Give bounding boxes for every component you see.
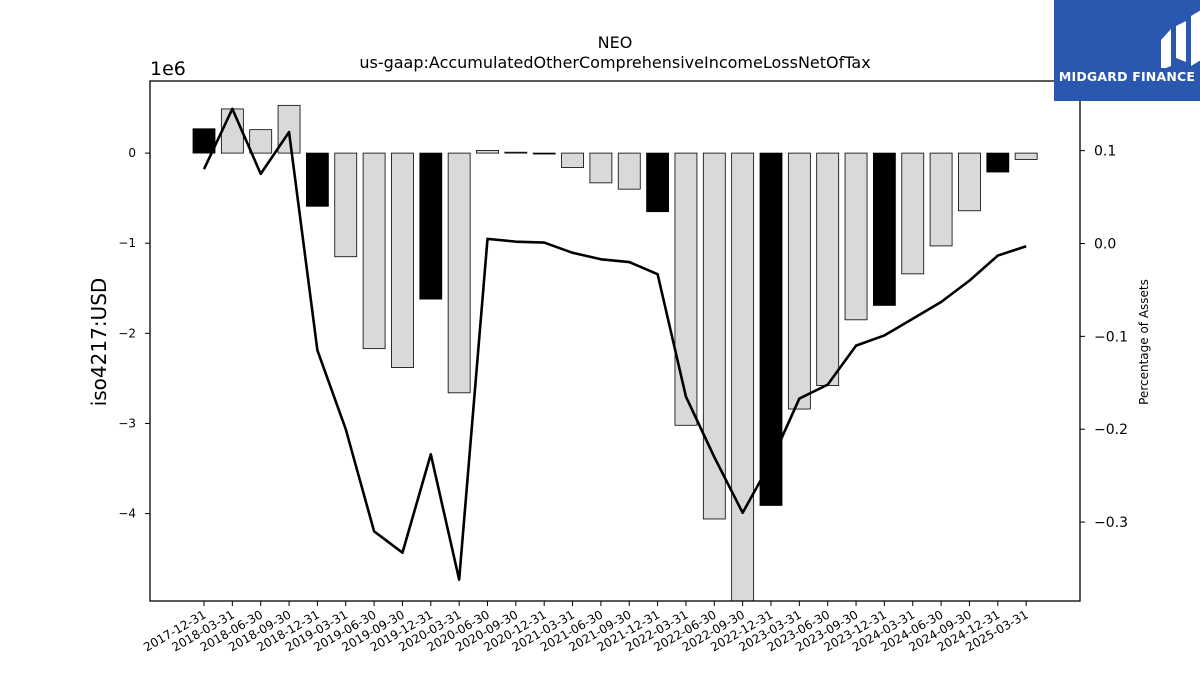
bar-2018-09-30 bbox=[277, 104, 301, 154]
midgard-finance-logo: MIDGARD FINANCE bbox=[1054, 0, 1200, 101]
bar-2024-09-30 bbox=[958, 152, 981, 212]
bar-2021-09-30 bbox=[617, 152, 641, 190]
y-tick-label: 0 bbox=[128, 146, 136, 160]
bar-2019-09-30 bbox=[391, 152, 414, 368]
x-axis-ticks: 2017-12-312018-03-312018-06-302018-09-30… bbox=[141, 601, 1031, 654]
bar-2023-09-30 bbox=[844, 152, 868, 321]
bar-2021-12-31 bbox=[646, 152, 669, 213]
chart-subtitle: us-gaap:AccumulatedOtherComprehensiveInc… bbox=[359, 53, 870, 72]
bar-2018-03-31 bbox=[220, 108, 244, 154]
bar-2020-06-30 bbox=[476, 149, 499, 154]
bar-2022-09-30 bbox=[731, 152, 755, 602]
y2-axis-ticks: 0.1 0.0 −0.1 −0.2 −0.3 bbox=[1080, 144, 1128, 531]
logo-text: MIDGARD FINANCE bbox=[1058, 69, 1196, 84]
bar-2023-03-31 bbox=[787, 152, 811, 410]
bar-2021-03-31 bbox=[561, 152, 584, 168]
y-axis-ticks: 0 −1 −2 −3 −4 bbox=[118, 146, 150, 521]
plot-frame bbox=[149, 80, 1081, 602]
y-axis-multiplier: 1e6 bbox=[150, 58, 186, 80]
bar-2024-03-31 bbox=[901, 152, 925, 275]
bar-2019-12-31 bbox=[419, 152, 443, 300]
y-axis-label: iso4217:USD bbox=[87, 278, 111, 407]
bar-2018-06-30 bbox=[249, 129, 273, 154]
bar-2025-03-31 bbox=[1014, 152, 1038, 160]
chart-title: NEO bbox=[598, 33, 633, 52]
line-series bbox=[202, 107, 1027, 581]
percentage-of-assets-line bbox=[202, 107, 1027, 581]
y2-tick-label: 0.1 bbox=[1094, 144, 1116, 160]
bar-2023-06-30 bbox=[816, 152, 840, 387]
bar-2020-12-31 bbox=[532, 152, 556, 155]
y2-tick-label: −0.1 bbox=[1094, 329, 1128, 345]
bar-2021-06-30 bbox=[589, 152, 613, 184]
bar-2024-06-30 bbox=[929, 152, 953, 247]
bar-2020-09-30 bbox=[504, 151, 528, 154]
y2-axis-label: Percentage of Assets bbox=[1137, 279, 1151, 405]
bar-2020-03-31 bbox=[447, 152, 471, 394]
y-tick-label: −4 bbox=[118, 507, 136, 521]
y2-tick-label: 0.0 bbox=[1094, 237, 1116, 253]
bar-2023-12-31 bbox=[873, 152, 896, 306]
logo-mark-icon bbox=[1161, 10, 1200, 68]
bar-2022-12-31 bbox=[759, 152, 783, 506]
bar-2022-03-31 bbox=[674, 152, 698, 426]
y2-tick-label: −0.2 bbox=[1094, 422, 1128, 438]
bar-2018-12-31 bbox=[305, 152, 329, 207]
y-tick-label: −2 bbox=[118, 326, 136, 340]
bar-2019-06-30 bbox=[362, 152, 386, 350]
y2-tick-label: −0.3 bbox=[1094, 515, 1128, 531]
bar-2019-03-31 bbox=[334, 152, 358, 258]
bar-2017-12-31 bbox=[192, 128, 216, 154]
y-tick-label: −1 bbox=[118, 236, 136, 250]
y-tick-label: −3 bbox=[118, 416, 136, 430]
bar-2022-06-30 bbox=[702, 152, 726, 520]
bar-series bbox=[192, 104, 1038, 602]
bar-2024-12-31 bbox=[986, 152, 1010, 173]
